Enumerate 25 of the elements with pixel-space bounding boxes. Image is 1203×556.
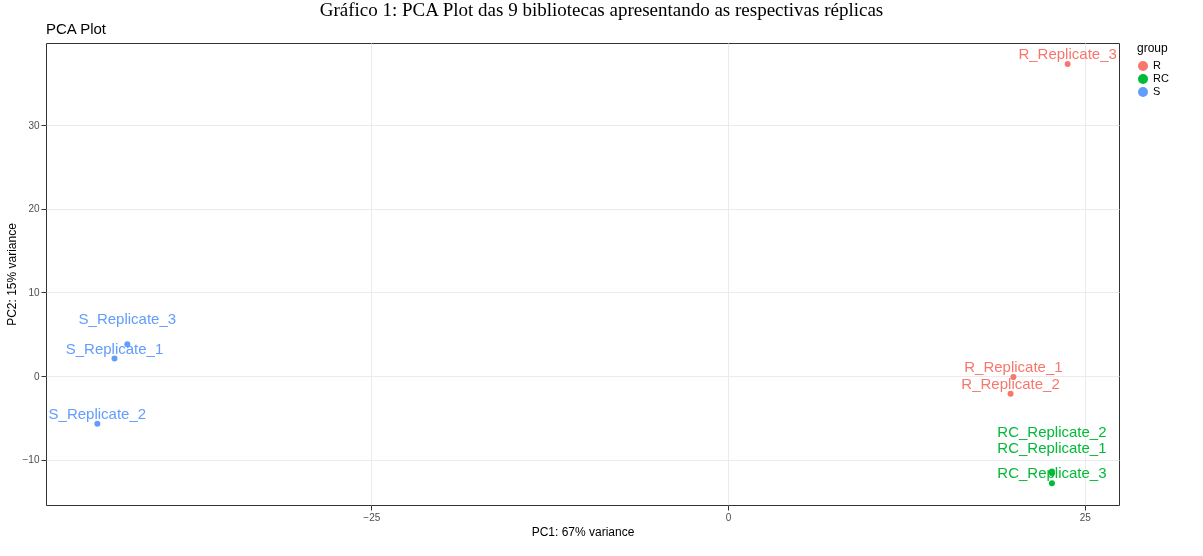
annotation: S_Replicate_1 [65, 339, 164, 357]
legend-label: S [1153, 85, 1161, 97]
annotation: RC_Replicate_3 [997, 464, 1107, 482]
annotation: S_Replicate_3 [78, 310, 177, 328]
y-axis-title: PC2: 15% variance [4, 222, 19, 326]
x-tick-label: 0 [725, 511, 732, 523]
legend-label: R [1153, 59, 1161, 71]
annotation: RC_Replicate_2 [997, 422, 1107, 440]
x-tick-label: 25 [1079, 511, 1092, 523]
annotation: RC_Replicate_1 [997, 439, 1107, 457]
y-tick-label: 10 [28, 286, 40, 298]
annotation: S_Replicate_2 [48, 404, 147, 422]
y-tick-label: 30 [28, 119, 40, 131]
y-tick-label: 20 [28, 203, 40, 215]
x-tick-label: −25 [363, 511, 381, 523]
text: Gráfico 1: PCA Plot das 9 bibliotecas apresentando as respectivas réplicas [319, 0, 884, 20]
legend-label: RC [1153, 72, 1169, 84]
y-tick-label: −10 [22, 454, 40, 466]
y-tick-label: 0 [33, 370, 40, 382]
chart-title: PCA Plot [46, 20, 107, 37]
x-axis-title: PC1: 67% variance [531, 524, 635, 539]
annotation: R_Replicate_3 [1018, 44, 1117, 62]
annotation: R_Replicate_2 [961, 374, 1060, 392]
annotation: R_Replicate_1 [964, 357, 1063, 375]
legend-title: group [1137, 41, 1169, 55]
